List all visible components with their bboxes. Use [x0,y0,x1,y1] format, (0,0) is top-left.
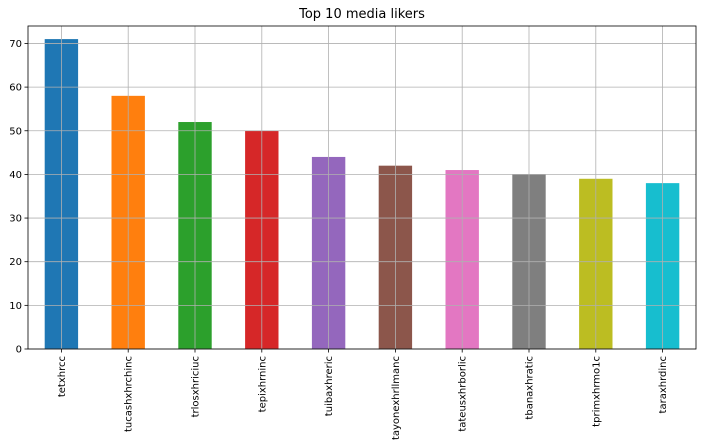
y-tick-label: 10 [9,301,22,312]
x-tick-label: tuibaxhreric [324,356,335,416]
x-tick-label: tucashxhrchinc [124,356,135,432]
plot-frame [27,25,697,350]
y-tick-label: 40 [9,170,22,181]
x-tick-label: tateusxhrborlic [458,356,469,432]
axis-layer: 0 10 20 30 40 50 60 70 tetxhrcc tucashxhrchinc trl… [9,25,697,440]
y-tick-label: 20 [9,257,22,268]
x-tick-label: tprimxhrmo1c [591,356,602,427]
y-tick-label: 70 [9,39,22,50]
y-tick-label: 0 [16,345,22,356]
chart-title: Top 10 media likers [298,7,425,22]
x-tick-label: trlosxhriciuc [191,356,202,417]
grid-layer [28,26,696,350]
y-tick-label: 60 [9,83,22,94]
y-tick-label: 50 [9,126,22,137]
x-tick-label: tetxhrcc [57,356,68,397]
x-tick-label: taraxhrdinc [658,356,669,413]
x-tick-label: tepixhrninc [257,356,268,412]
x-tick-label: tbanaxhratic [525,356,536,420]
y-tick-label: 30 [9,214,22,225]
x-tick-label: tayonexhrllmanc [391,356,402,440]
bars-layer [44,39,680,350]
